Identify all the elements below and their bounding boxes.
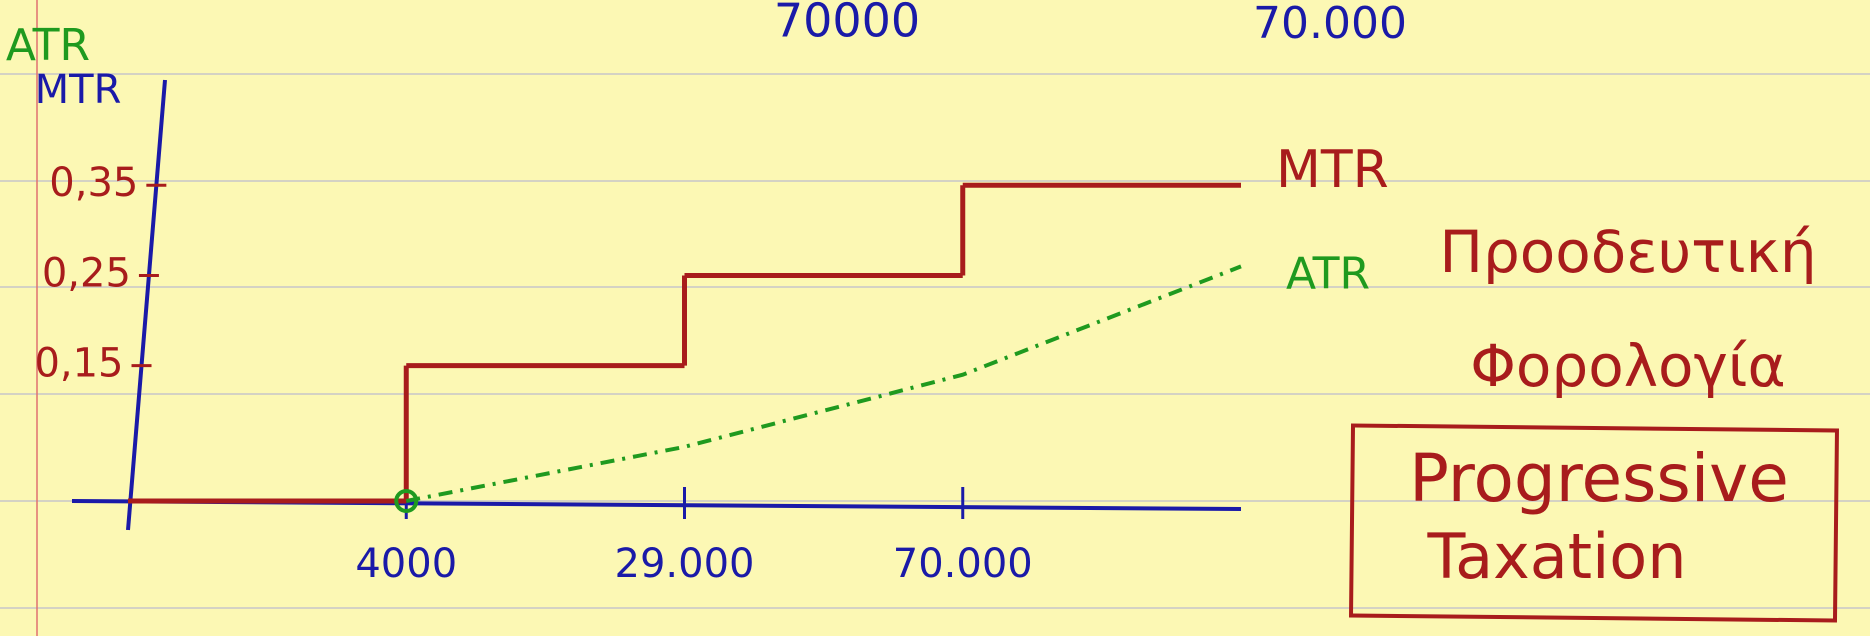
y-tick-label: 0,25	[42, 250, 131, 296]
annotation: 70.000	[1253, 0, 1407, 49]
title-box	[1348, 423, 1840, 623]
annotation: 70000	[774, 0, 920, 48]
y-tick-label: 0,35	[49, 160, 138, 206]
series-label: ATR	[1286, 248, 1370, 299]
series-label: MTR	[1276, 140, 1389, 200]
y-tick-label: 0,15	[34, 341, 123, 387]
annotation: Φορολογία	[1470, 332, 1785, 400]
annotation: Taxation	[1426, 520, 1686, 593]
atr-line	[405, 264, 1242, 503]
x-tick-label: 4000	[355, 541, 457, 587]
atr-start-point	[394, 489, 419, 513]
x-tick-label: 29.000	[615, 541, 755, 587]
annotation: Progressive	[1409, 440, 1789, 517]
y-axis	[126, 79, 167, 531]
annotation: Προοδευτική	[1439, 218, 1816, 286]
ruled-lines	[0, 73, 1870, 609]
y-axis-label-atr: ATR	[6, 20, 90, 71]
y-axis-label-mtr: MTR	[35, 67, 122, 113]
x-tick-label: 70.000	[893, 541, 1033, 587]
